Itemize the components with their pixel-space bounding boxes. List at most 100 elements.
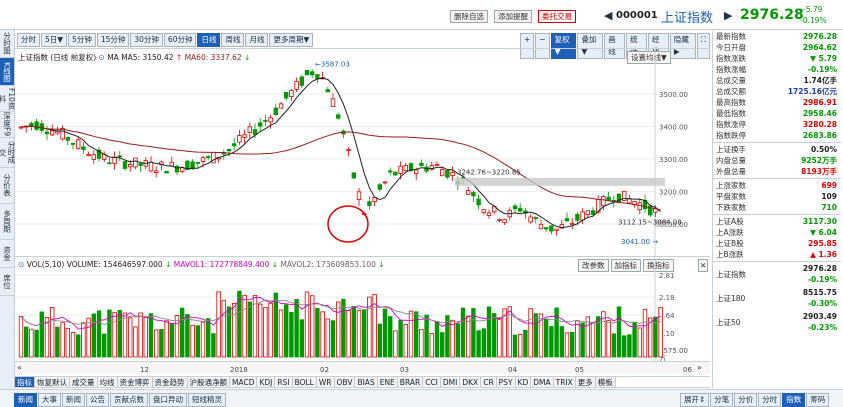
indicator-tab-4[interactable]: 资金博弈 (117, 377, 153, 387)
prev-stock-arrow[interactable]: ◀ (604, 9, 613, 22)
period-tab-1[interactable]: 5日▼ (41, 33, 68, 47)
volume-chart[interactable]: ⊙ VOL(5,10) VOLUME: 154646597.000 ↓ MAVO… (15, 256, 710, 361)
chart-tool-7[interactable]: 隐藏▶ (669, 33, 696, 59)
indicator-tab-22[interactable]: DMA (531, 377, 554, 387)
left-tab-0[interactable]: 分时图 (0, 30, 14, 58)
bottom-right-tab-2[interactable]: 分价 (734, 393, 758, 407)
chart-tool-8[interactable]: ⛶ (696, 33, 710, 59)
indicator-tab-17[interactable]: DMI (440, 377, 461, 387)
period-tab-5[interactable]: 60分钟 (163, 33, 197, 47)
indicator-tab-24[interactable]: 更多 (575, 377, 596, 387)
indicator-tab-14[interactable]: ENE (377, 377, 398, 387)
indicator-tab-13[interactable]: BIAS (355, 377, 378, 387)
indicator-tab-12[interactable]: OBV (334, 377, 356, 387)
top-button-1[interactable]: 添加提醒 (494, 10, 532, 23)
left-tab-5[interactable]: 分价表 (0, 168, 14, 204)
indicator-tab-7[interactable]: MACD (230, 377, 258, 387)
indicator-tab-10[interactable]: BOLL (292, 377, 317, 387)
bottom-tab-6[interactable]: 短线精灵 (188, 393, 226, 407)
volume-bar (133, 326, 138, 358)
period-tab-6[interactable]: 日线 (197, 33, 221, 47)
volume-bar (403, 324, 408, 358)
chart-tool-1[interactable]: − (535, 33, 550, 59)
quote-row: 平盘家数 109 (713, 191, 841, 202)
vol-button-1[interactable]: 加指标 (610, 259, 641, 272)
indicator-tab-8[interactable]: KDJ (257, 377, 276, 387)
scroll-left-icon[interactable]: « (17, 363, 22, 372)
kline-chart[interactable]: 上证指数 (日线 前复权) ⊙ MA MA5: 3150.42 ↑ MA60: … (15, 48, 710, 256)
close-vol-button[interactable]: ✕ (698, 259, 709, 272)
ma60-line (20, 125, 661, 211)
ma-toggle-icon[interactable]: ⊙ (98, 53, 108, 62)
volume-bar (642, 308, 648, 358)
next-stock-arrow[interactable]: ▶ (724, 9, 733, 22)
indicator-tab-1[interactable]: 恢复默认 (35, 377, 70, 387)
x-axis[interactable]: « 12 2018 02 03 04 05 06 » (15, 361, 710, 374)
indicator-tab-0[interactable]: 指标 (15, 377, 35, 387)
period-tab-4[interactable]: 30分钟 (130, 33, 163, 47)
quote-label: 总成交量 (716, 76, 746, 85)
x-tick: 04 (508, 366, 517, 374)
bottom-tab-2[interactable]: 新闻 (62, 393, 85, 407)
left-tab-6[interactable]: 多周期 (0, 204, 14, 240)
volume-bar (252, 295, 258, 358)
chart-tool-0[interactable]: + (520, 33, 535, 59)
indicator-tab-21[interactable]: KD (515, 377, 532, 387)
bottom-tab-1[interactable]: 大事 (38, 393, 61, 407)
bottom-tab-3[interactable]: 公告 (86, 393, 109, 407)
indicator-tab-16[interactable]: CCI (423, 377, 441, 387)
indicator-tab-18[interactable]: DKX (460, 377, 482, 387)
volume-bar (554, 307, 559, 358)
period-tab-3[interactable]: 15分钟 (96, 33, 130, 47)
period-tab-0[interactable]: 分时 (17, 33, 40, 47)
candle-body (309, 71, 315, 76)
bottom-right-tab-1[interactable]: 分笔 (710, 393, 734, 407)
indicator-tab-3[interactable]: 均线 (97, 377, 118, 387)
volume-bar (544, 318, 549, 358)
low-annotation: 3041.00 → (621, 238, 658, 246)
indicator-tab-25[interactable]: 模板 (595, 377, 616, 387)
quote-row: 下跌家数 710 (713, 202, 841, 213)
top-button-0[interactable]: 删除自选 (450, 10, 488, 23)
bottom-tab-5[interactable]: 盘口异动 (149, 393, 187, 407)
left-tab-7[interactable]: 资金 (0, 240, 14, 268)
candle-body (554, 228, 559, 231)
vol-toggle-icon[interactable]: ⊙ (18, 260, 25, 269)
indicator-tab-15[interactable]: BRAR (397, 377, 424, 387)
bottom-tab-4[interactable]: 贡献点数 (110, 393, 148, 407)
period-tab-9[interactable]: 更多周期▼ (269, 33, 314, 47)
indicator-tab-2[interactable]: 成交量 (70, 377, 98, 387)
period-tab-2[interactable]: 5分钟 (68, 33, 96, 47)
left-tab-4[interactable]: 分时成交 (0, 138, 16, 168)
indicator-tab-6[interactable]: 沪股通净额 (187, 377, 230, 387)
bottom-right-tab-3[interactable]: 分时 (758, 393, 782, 407)
left-tab-3[interactable]: 深度F9 (0, 112, 14, 138)
left-tab-1[interactable]: K线图 (0, 58, 14, 86)
candle-body (185, 160, 190, 170)
vol-button-0[interactable]: 改参数 (578, 259, 609, 272)
indicator-tab-9[interactable]: RSI (275, 377, 293, 387)
bottom-right-tab-4[interactable]: 指数 (782, 393, 806, 407)
indicator-tab-5[interactable]: 资金趋势 (152, 377, 188, 387)
bottom-right-tab-0[interactable]: 展开⇕ (680, 393, 710, 407)
indicator-tab-23[interactable]: TRIX (553, 377, 576, 387)
indicator-tab-11[interactable]: WR (316, 377, 335, 387)
indicator-tab-20[interactable]: PSY (496, 377, 516, 387)
period-tab-8[interactable]: 月线 (245, 33, 269, 47)
scroll-right-icon[interactable]: » (697, 363, 702, 372)
left-tab-2[interactable]: F10资料 (0, 86, 16, 112)
chart-tool-3[interactable]: 叠加▼ (577, 33, 604, 59)
stock-change: -5.79 (803, 5, 823, 14)
bottom-tab-0[interactable]: 新闻 (14, 393, 37, 407)
ma-settings-button[interactable]: 设置均线▼ (627, 51, 671, 64)
bottom-right-tab-5[interactable]: 筹码 (806, 393, 830, 407)
price-tick: 3200.00 (659, 189, 688, 197)
stock-price: 2976.28 (740, 7, 804, 23)
left-tab-8[interactable]: 席位 (0, 268, 14, 296)
period-tab-7[interactable]: 周线 (221, 33, 245, 47)
chart-tool-2[interactable]: 复权▼ (550, 33, 577, 59)
top-button-2[interactable]: 委托交易 (538, 10, 576, 23)
indicator-tab-19[interactable]: CR (481, 377, 497, 387)
chart-tool-4[interactable]: 画线 (604, 33, 626, 59)
vol-button-2[interactable]: 换指标 (643, 259, 674, 272)
